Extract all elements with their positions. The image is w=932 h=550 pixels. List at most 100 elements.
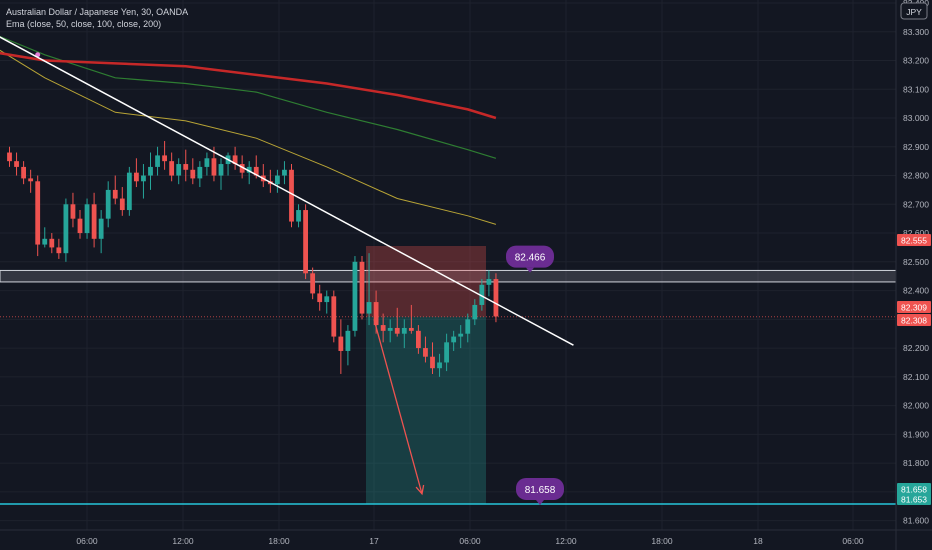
candle (155, 146, 160, 176)
candle (197, 161, 203, 188)
candle (70, 192, 76, 228)
candle-body (119, 198, 125, 211)
candle-body (28, 178, 34, 182)
annotation-bubble (506, 245, 554, 268)
y-tick-label: 82.500 (903, 257, 929, 267)
candle-body (324, 296, 330, 303)
candle (63, 198, 69, 262)
candle (148, 152, 153, 190)
x-tick-label: 18 (753, 536, 763, 546)
candle-body (338, 336, 344, 351)
chart-legend: Australian Dollar / Japanese Yen, 30, OA… (6, 6, 188, 30)
price-badge[interactable]: 81.653 (897, 493, 931, 505)
candle (458, 325, 464, 349)
candle-body (380, 325, 386, 331)
x-tick-label: 18:00 (651, 536, 673, 546)
candle-body (486, 279, 492, 285)
time-axis[interactable]: 06:00 12:00 18:00 17 06:00 12:00 18:00 18 06:00 (0, 529, 932, 546)
candle (394, 307, 400, 337)
candle-body (134, 172, 139, 182)
candle-body (282, 169, 287, 176)
candle-body (77, 218, 83, 234)
price-badge[interactable]: 82.555 (897, 234, 931, 246)
trendline (0, 36, 574, 346)
grid (0, 0, 896, 530)
candle (28, 169, 34, 193)
price-badge-label: 82.309 (901, 303, 927, 313)
price-badge[interactable]: 82.309 (897, 301, 931, 313)
candle-body (493, 279, 499, 317)
candle (324, 290, 330, 314)
candle-body (21, 166, 26, 179)
price-badge-bg (897, 483, 931, 495)
annotation-label: 82.466 (515, 253, 546, 264)
candle-body (190, 169, 196, 179)
price-annotation[interactable]: 81.658 (516, 477, 564, 505)
y-tick-label: 82.100 (903, 372, 929, 382)
price-badge-bg (897, 314, 931, 326)
candle-body (148, 166, 153, 176)
candle (366, 253, 372, 326)
forecast-arrow (373, 319, 423, 495)
candle (35, 175, 41, 257)
price-badge[interactable]: 82.308 (897, 314, 931, 326)
candle-body (430, 356, 435, 369)
candle (472, 299, 478, 326)
candle-body (352, 261, 358, 331)
currency-badge[interactable]: JPY (900, 2, 930, 22)
indicator-title: Ema (close, 50, close, 100, close, 200) (6, 19, 162, 29)
forecast-arrow-head (415, 484, 425, 496)
candle-body (155, 155, 160, 167)
candle (190, 158, 196, 185)
candle-body (246, 166, 252, 173)
candle (84, 198, 90, 239)
candle-body (84, 204, 90, 234)
y-tick-label: 81.900 (903, 429, 929, 439)
x-tick-label: 12:00 (555, 536, 577, 546)
candle-body (394, 327, 400, 334)
candle-body (275, 175, 280, 185)
candle-body (56, 247, 62, 254)
take-profit-zone (366, 316, 486, 504)
candle (451, 330, 457, 351)
candle-body (112, 189, 118, 199)
candle (430, 342, 435, 374)
candle (204, 152, 210, 176)
candle-body (401, 327, 407, 334)
y-tick-label: 81.800 (903, 458, 929, 468)
candle-body (444, 342, 449, 363)
candle (218, 158, 224, 190)
candle-body (416, 330, 421, 349)
candle-body (437, 362, 442, 369)
price-badge[interactable]: 81.658 (897, 483, 931, 495)
candle-body (296, 210, 301, 222)
candle-body (176, 164, 182, 176)
candle-body (366, 302, 372, 314)
candle (169, 152, 175, 182)
candle (183, 149, 189, 182)
candle-body (141, 175, 146, 182)
annotation-pointer (526, 267, 534, 273)
candle (176, 158, 182, 185)
candle (345, 325, 351, 366)
candle-body (465, 319, 471, 334)
y-tick-label: 82.400 (903, 286, 929, 296)
candle (77, 210, 83, 239)
y-tick-label: 82.800 (903, 171, 929, 181)
price-annotation[interactable]: 82.466 (506, 245, 554, 273)
candle (317, 284, 323, 311)
stop-loss-zone (366, 245, 486, 317)
price-axis[interactable]: 83.40083.30083.20083.10083.00082.90082.8… (895, 0, 931, 550)
candle-body (303, 210, 308, 274)
candles (7, 141, 499, 377)
candle-body (458, 333, 464, 337)
candle (465, 313, 471, 343)
y-tick-label: 83.300 (903, 27, 929, 37)
candle-body (345, 330, 351, 351)
candle (14, 152, 19, 176)
y-tick-label: 83.000 (903, 113, 929, 123)
y-tick-label: 83.100 (903, 84, 929, 94)
zones (0, 245, 897, 505)
candle (289, 164, 294, 228)
